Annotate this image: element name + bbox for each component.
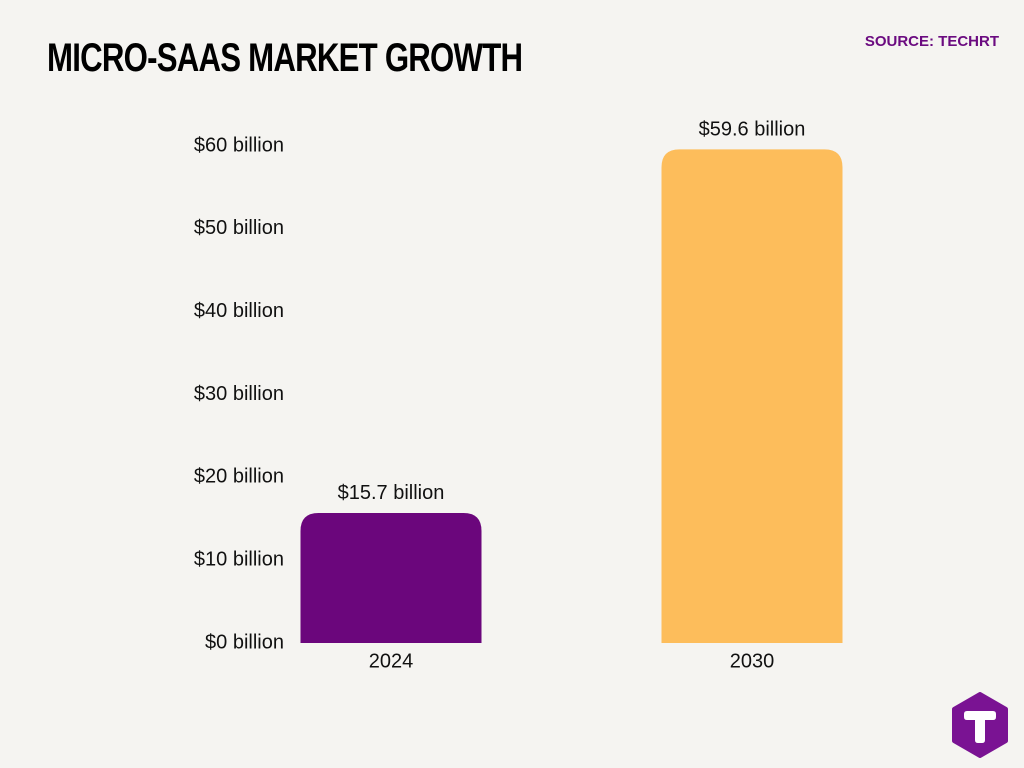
letter-t-hexagon-logo-icon bbox=[952, 692, 1008, 758]
x-tick-label: 2024 bbox=[369, 650, 414, 672]
data-label: $15.7 billion bbox=[338, 482, 445, 504]
y-tick-label: $40 billion bbox=[194, 300, 284, 322]
source-label: SOURCE: TECHRT bbox=[864, 33, 999, 50]
chart-title: MICRO-SAAS MARKET GROWTH bbox=[47, 36, 523, 80]
y-tick-label: $0 billion bbox=[205, 631, 284, 653]
bar-2024 bbox=[300, 512, 482, 643]
y-tick-label: $60 billion bbox=[194, 134, 284, 156]
y-tick-label: $20 billion bbox=[194, 466, 284, 488]
data-label: $59.6 billion bbox=[699, 119, 806, 141]
y-tick-label: $50 billion bbox=[194, 217, 284, 239]
y-tick-label: $10 billion bbox=[194, 548, 284, 570]
y-tick-label: $30 billion bbox=[194, 383, 284, 405]
bar-2030 bbox=[661, 149, 843, 643]
x-tick-label: 2030 bbox=[730, 650, 775, 672]
